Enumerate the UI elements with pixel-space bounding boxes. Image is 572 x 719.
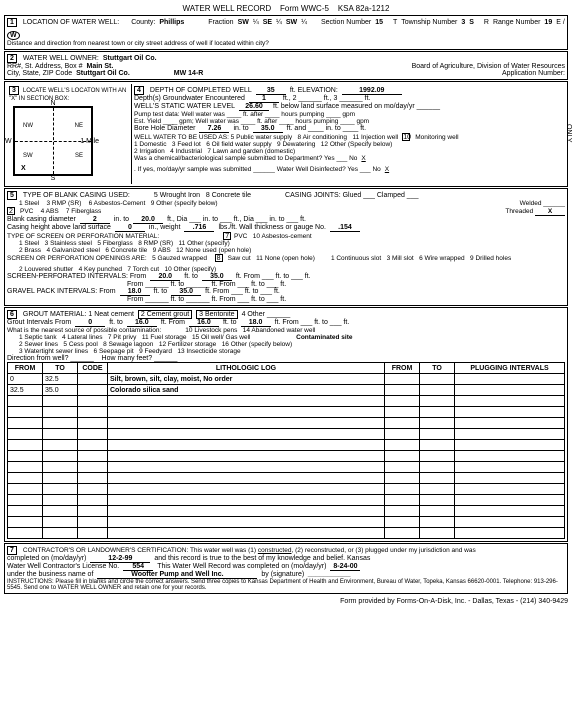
range: 19 — [544, 19, 552, 26]
casing-weight: .716 — [184, 224, 214, 232]
depth-completed: 35 — [256, 87, 286, 95]
bore-to: 35.0 — [253, 125, 283, 133]
elevation: 1992.09 — [342, 87, 402, 95]
township-dir: S — [469, 19, 474, 26]
form-ksa: KSA 82a-1212 — [338, 4, 390, 13]
gauge: .154 — [330, 224, 360, 232]
form-no: Form WWC-5 — [280, 4, 329, 13]
completed-date: 12-2-99 — [90, 555, 150, 563]
license: 554 — [123, 563, 153, 571]
frac-3: SW — [286, 19, 297, 26]
h-plug: PLUGGING INTERVALS — [455, 363, 565, 374]
log-row: 32.535.0 Colorado silica sand — [8, 385, 565, 396]
gi-t2: 18.0 — [241, 319, 271, 327]
owner-city: Stuttgart Oil Co. — [76, 70, 130, 77]
lithologic-log: FROM TO CODE LITHOLOGIC LOG FROM TO PLUG… — [7, 362, 565, 539]
dist-label: Distance and direction from nearest town… — [7, 40, 565, 47]
section-casing: T R 5 TYPE OF BLANK CASING USED: 5 Wroug… — [4, 188, 568, 306]
gravel-from: 18.0 — [120, 288, 150, 296]
log-row: 032.5 Silt, brown, silt, clay, moist, No… — [8, 374, 565, 385]
footer: Form provided by Forms-On-A-Disk, Inc. -… — [4, 598, 568, 605]
side-office: OFFICE USE ONLY — [565, 124, 572, 184]
range-dir: W — [7, 31, 20, 40]
owner-name: Stuttgart Oil Co. — [103, 55, 157, 62]
badge-7: 7 — [7, 546, 17, 555]
h-from: FROM — [8, 363, 43, 374]
blank-to: 20.0 — [133, 216, 163, 224]
township: 3 — [461, 19, 465, 26]
gravel-to: 35.0 — [171, 288, 201, 296]
badge-3: 3 — [9, 86, 19, 95]
contamination: Contaminated site — [296, 334, 352, 341]
h-code: CODE — [78, 363, 108, 374]
gi-f1: 0 — [75, 319, 105, 327]
section-location: 1 LOCATION OF WATER WELL: County: Philli… — [4, 15, 568, 50]
instructions: INSTRUCTIONS: Please fill in blanks and … — [7, 579, 565, 591]
gi-t1: 16.0 — [127, 319, 157, 327]
threaded: X — [535, 208, 565, 216]
form-title: WATER WELL RECORD — [183, 4, 272, 13]
label-location: LOCATION OF WATER WELL: — [23, 19, 119, 26]
perf-from: 20.0 — [150, 273, 180, 281]
owner-addr: Main St. — [86, 63, 113, 70]
badge-1: 1 — [7, 18, 17, 27]
h-to2: TO — [420, 363, 455, 374]
frac-2: SE — [263, 19, 272, 26]
badge-6: 6 — [7, 310, 17, 319]
grout-3: 3 Bentonite — [196, 310, 237, 319]
gi-f2: 16.0 — [189, 319, 219, 327]
bore-dia: 7.26 — [199, 125, 229, 133]
section-no: 15 — [375, 19, 383, 26]
h-from2: FROM — [385, 363, 420, 374]
gw-enc: 1 — [249, 95, 279, 103]
blank-dia: 2 — [80, 216, 110, 224]
board-label: Board of Agriculture, Division of Water … — [412, 63, 565, 70]
section-diagram: N W 1 Mile S NW NE SW SE X — [13, 106, 93, 176]
well-id: MW 14-R — [174, 70, 204, 77]
static: 26.60 — [239, 103, 269, 111]
use-10: 10 — [402, 133, 410, 141]
h-lith: LITHOLOGIC LOG — [108, 363, 385, 374]
app-label: Application Number: — [502, 70, 565, 77]
county: Phillips — [159, 19, 184, 26]
casing-type-2: 2 — [7, 207, 15, 215]
perf-to: 35.0 — [202, 273, 232, 281]
record-date: 8-24-00 — [330, 563, 360, 571]
section-owner: 2 WATER WELL OWNER: Stuttgart Oil Co. RR… — [4, 51, 568, 80]
section-grout: SEC 6 GROUT MATERIAL: 1 Neat cement 2 Ce… — [4, 307, 568, 542]
h-to: TO — [43, 363, 78, 374]
grout-2: 2 Cement grout — [138, 310, 192, 319]
badge-2: 2 — [7, 54, 17, 63]
footer-provider: Form provided by Forms-On-A-Disk, Inc. -… — [340, 598, 568, 605]
section-cert: 7 CONTRACTOR'S OR LANDOWNER'S CERTIFICAT… — [4, 543, 568, 594]
badge-5: 5 — [7, 191, 17, 200]
section-locate-depth: 3 LOCATE WELL'S LOCATON WITH AN "X" IN S… — [4, 81, 568, 187]
badge-4: 4 — [134, 86, 144, 95]
form-header: WATER WELL RECORD Form WWC-5 KSA 82a-121… — [4, 4, 568, 13]
business: Woofter Pump and Well Inc. — [97, 571, 257, 579]
frac-1: SW — [238, 19, 249, 26]
